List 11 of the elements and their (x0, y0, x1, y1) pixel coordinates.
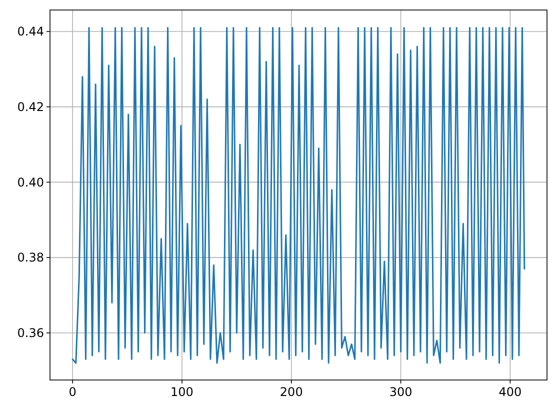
x-tick-label: 300 (389, 385, 412, 399)
x-tick-label: 100 (170, 385, 194, 399)
x-tick-label: 0 (68, 385, 76, 399)
line-series (72, 26, 526, 364)
y-tick-label: 0.36 (17, 326, 44, 340)
x-tick-label: 400 (498, 385, 522, 399)
y-tick-label: 0.38 (17, 250, 44, 265)
y-tick-label: 0.42 (17, 100, 44, 114)
y-tick-label: 0.40 (17, 175, 44, 190)
x-tick-label: 200 (280, 385, 303, 399)
y-tick-label: 0.44 (17, 24, 44, 39)
